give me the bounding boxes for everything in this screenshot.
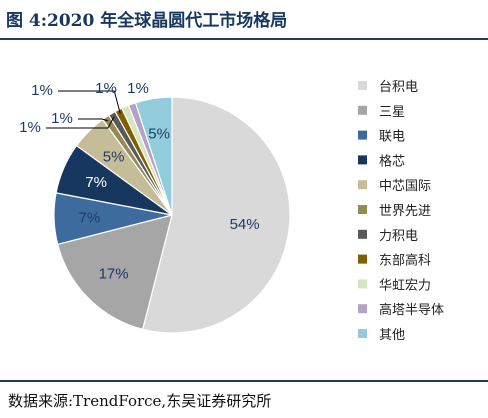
legend-swatch-4 [358,155,367,165]
top-divider [0,38,488,40]
figure-title: 图 4:2020 年全球晶圆代工市场格局 [6,11,288,31]
slice-label-9: 1% [95,80,117,97]
bottom-divider [0,380,488,382]
legend-swatch-3 [358,130,367,140]
legend-swatch-2 [358,105,367,115]
slice-label-6: 1% [51,110,73,127]
leader-line-6 [78,118,109,122]
legend-swatch-7 [358,229,367,239]
legend-label-6: 世界先进 [379,204,431,219]
pie-slices [53,96,291,334]
legend-swatch-6 [358,205,367,214]
legend-label-3: 联电 [379,130,405,145]
slice-label-3: 7% [79,210,101,227]
legend-swatch-5 [358,180,367,190]
leader-lines [46,90,121,129]
legend-label-7: 力积电 [379,229,418,244]
source-note: 数据来源:TrendForce,东吴证券研究所 [8,392,272,410]
leader-line-7 [46,116,115,129]
pie-slice-1 [141,96,291,334]
leader-line-8 [58,90,121,114]
slice-label-4: 7% [85,174,107,191]
legend-swatch-11 [358,329,367,338]
legend-label-2: 三星 [379,105,405,120]
slice-label-2: 17% [99,265,129,282]
slice-label-7: 1% [19,119,41,136]
slice-labels: 54% 17% 7% 7% 5% 1% 1% 1% 1% 1% 5% [19,80,259,282]
legend-label-1: 台积电 [379,80,418,95]
legend-swatch-10 [358,304,367,314]
legend-label-5: 中芯国际 [379,179,431,194]
legend-swatch-1 [358,81,367,90]
slice-label-1: 54% [230,216,260,233]
legend-label-11: 其他 [379,328,405,343]
pie-slice-11 [134,96,173,216]
legend-label-4: 格芯 [379,153,405,169]
slice-label-8: 1% [31,82,53,99]
legend-swatch-9 [358,279,367,289]
legend-label-10: 高塔半导体 [379,302,444,318]
pie-slice-2 [56,214,173,331]
legend-label-9: 华虹宏力 [379,278,431,293]
slice-label-11: 5% [148,125,170,142]
slice-label-10: 1% [127,80,149,97]
slice-label-5: 5% [103,149,125,166]
legend-swatch-8 [358,254,367,264]
legend-label-8: 东部高科 [379,253,431,269]
pie-chart: 54% 17% 7% 7% 5% 1% 1% 1% 1% 1% 5% 台积电三星联电格芯中芯国际世界… [19,80,444,343]
